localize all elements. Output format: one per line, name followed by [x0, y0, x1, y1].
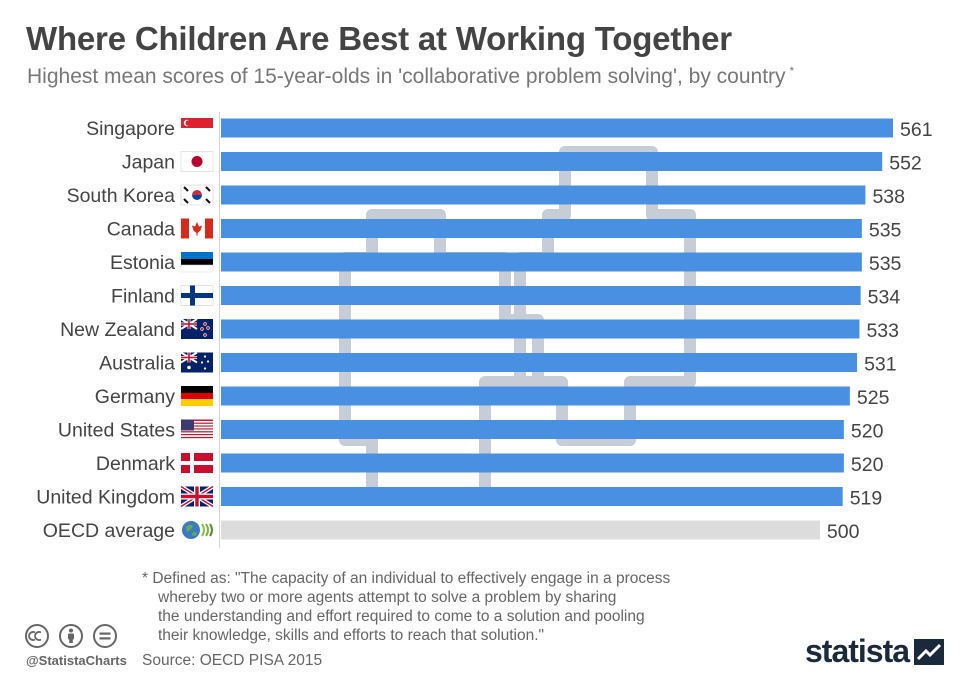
- bar: [221, 252, 862, 272]
- value-label: 535: [869, 220, 902, 242]
- value-label: 520: [851, 421, 884, 443]
- germany-flag-icon: [181, 386, 213, 406]
- footnote-line: their knowledge, skills and efforts to r…: [158, 627, 545, 644]
- license-icons: [25, 623, 121, 654]
- south-korea-flag-icon: [180, 184, 214, 206]
- subtitle-text: Highest mean scores of 15-year-olds in '…: [27, 65, 786, 88]
- attribution-icon[interactable]: [59, 624, 83, 648]
- category-label: United Kingdom: [36, 487, 175, 509]
- australia-flag-icon: [180, 351, 213, 373]
- twitter-handle[interactable]: @StatistaCharts: [26, 653, 127, 668]
- bar: [221, 386, 850, 406]
- bar: [221, 487, 843, 506]
- chart-subtitle: Highest mean scores of 15-year-olds in '…: [27, 64, 794, 89]
- bar: [221, 319, 860, 339]
- statista-logo-icon: [914, 638, 945, 665]
- value-label: 561: [900, 119, 933, 141]
- bar: [221, 353, 858, 372]
- bar: [221, 219, 862, 238]
- category-label: Finland: [111, 286, 175, 308]
- value-label: 525: [857, 387, 890, 409]
- category-label: Singapore: [86, 118, 175, 140]
- logo-wordmark: statista: [805, 633, 910, 669]
- subtitle-footnote-mark: *: [789, 64, 795, 78]
- finland-flag-icon: [180, 285, 214, 306]
- bar: [221, 185, 866, 205]
- bar: [221, 420, 844, 439]
- value-label: 538: [872, 186, 905, 208]
- footnote-line: whereby two or more agents attempt to so…: [158, 589, 617, 606]
- category-label: Estonia: [110, 252, 175, 274]
- no-derivatives-icon[interactable]: [93, 624, 117, 648]
- category-label: OECD average: [43, 520, 175, 542]
- united-states-flag-icon: [181, 419, 213, 439]
- bar: [221, 152, 883, 171]
- bar: [221, 286, 861, 305]
- category-label: United States: [58, 420, 175, 442]
- value-label: 531: [864, 354, 897, 376]
- singapore-flag-icon: [181, 118, 213, 138]
- chart-title: Where Children Are Best at Working Toget…: [26, 20, 732, 57]
- category-label: Japan: [122, 152, 175, 174]
- footnote-line: the understanding and effort required to…: [158, 608, 645, 625]
- bar: [221, 520, 820, 540]
- united-kingdom-flag-icon: [179, 484, 215, 509]
- creative-commons-icon[interactable]: [25, 624, 49, 648]
- category-label: Canada: [107, 219, 175, 241]
- canada-flag-icon: [181, 218, 213, 239]
- bar-chart: Singapore 561 Japan 552 South Korea 538 Canada…: [36, 112, 933, 548]
- value-label: 533: [866, 320, 899, 342]
- category-label: Australia: [99, 353, 175, 375]
- category-label: South Korea: [67, 185, 176, 207]
- source-text: Source: OECD PISA 2015: [142, 652, 323, 669]
- category-label: Germany: [95, 386, 175, 408]
- japan-flag-icon: [180, 151, 214, 172]
- bar: [221, 118, 893, 138]
- value-label: 500: [827, 521, 860, 543]
- oecd-logo-icon: [182, 521, 213, 539]
- value-label: 534: [868, 287, 901, 309]
- value-label: 552: [889, 153, 922, 175]
- statista-logo[interactable]: statista: [805, 633, 945, 670]
- bar: [221, 453, 844, 473]
- category-label: Denmark: [96, 453, 175, 475]
- footnote-line: * Defined as: "The capacity of an indivi…: [142, 570, 671, 587]
- value-label: 519: [850, 488, 883, 510]
- value-label: 520: [851, 454, 884, 476]
- category-label: New Zealand: [60, 319, 175, 341]
- estonia-flag-icon: [180, 252, 214, 273]
- value-label: 535: [869, 253, 902, 275]
- footnote: * Defined as: "The capacity of an indivi…: [142, 569, 670, 645]
- new-zealand-flag-icon: [180, 318, 213, 339]
- denmark-flag-icon: [181, 453, 213, 473]
